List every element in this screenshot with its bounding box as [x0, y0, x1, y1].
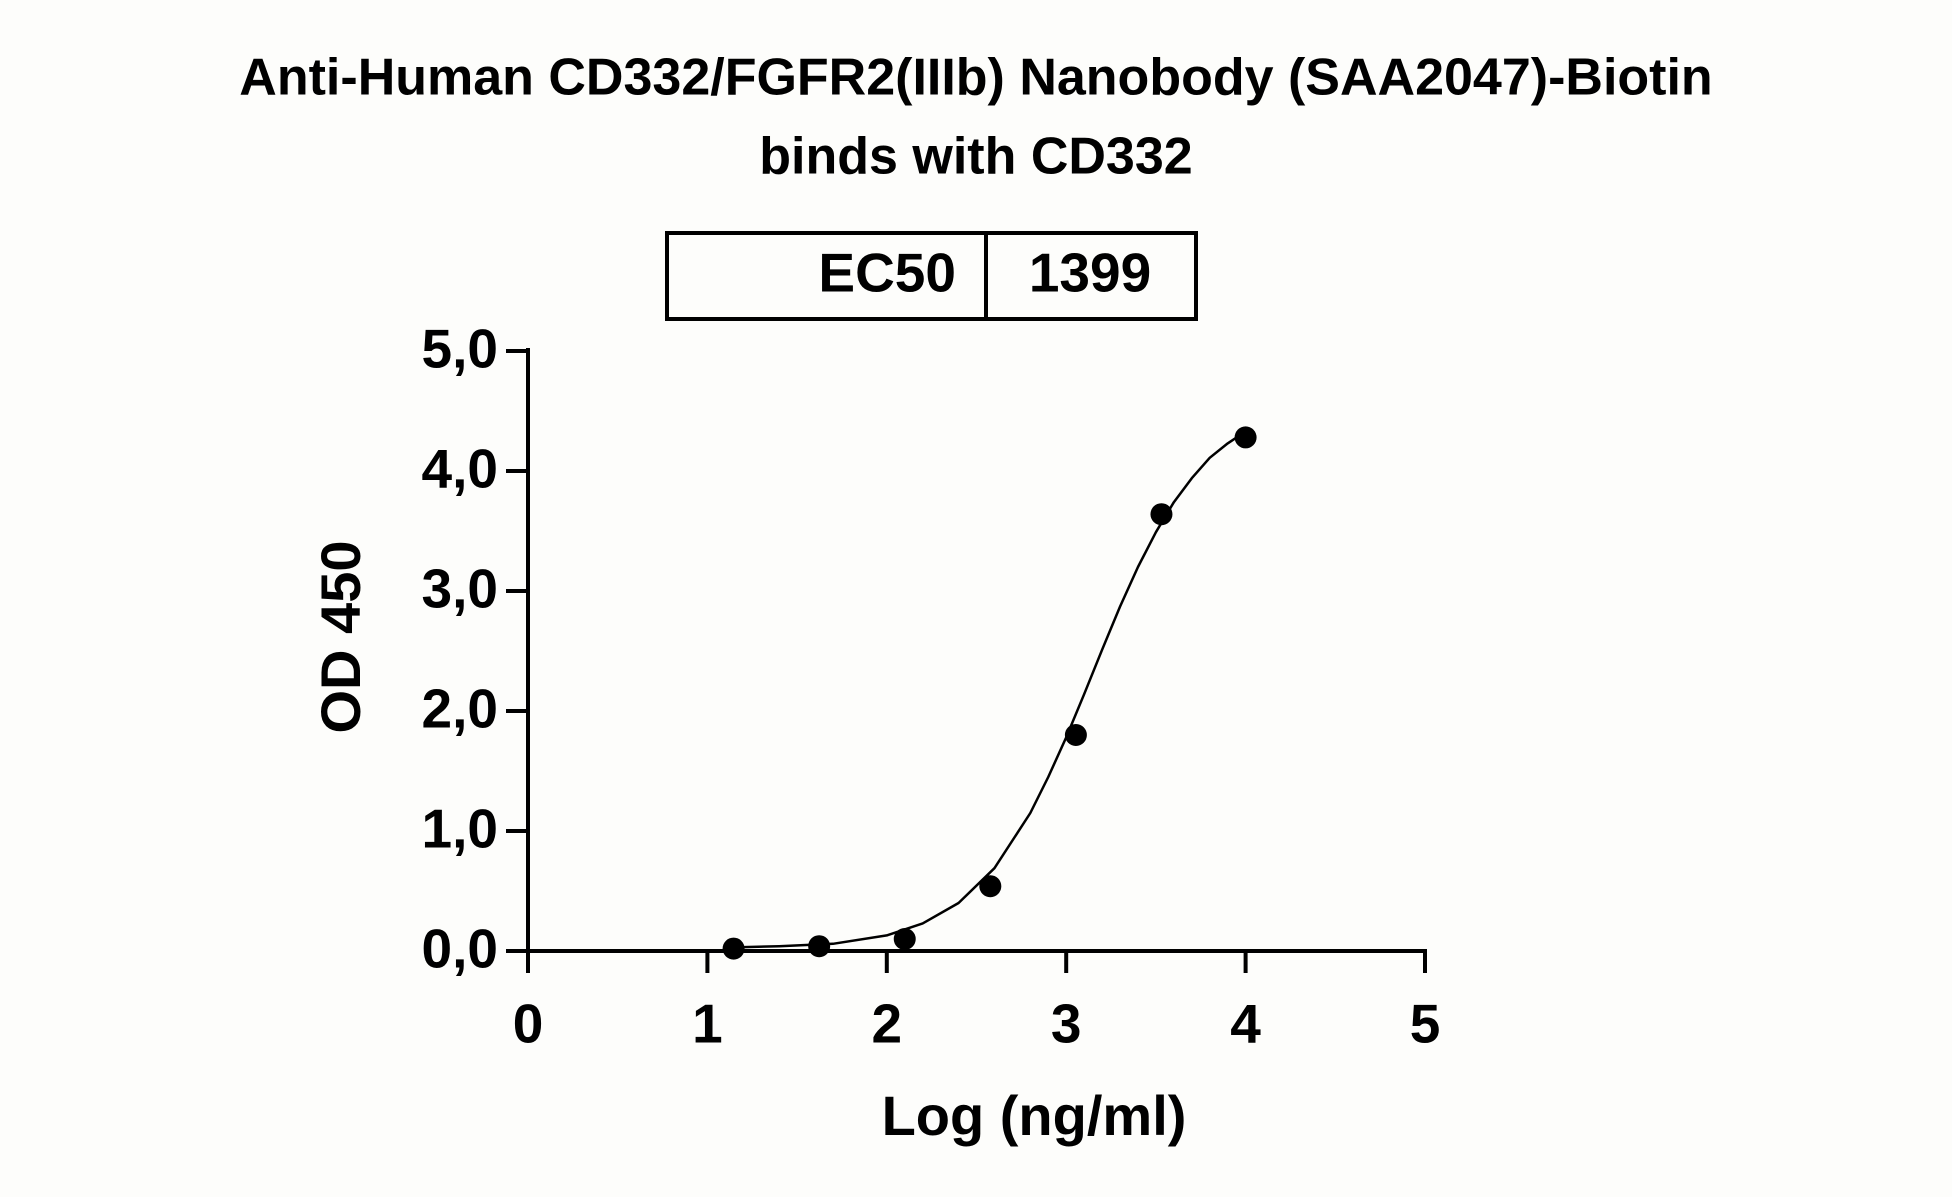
ec50-value: 1399	[1029, 242, 1151, 304]
y-tick-label: 1,0	[422, 798, 498, 860]
x-axis-label: Log (ng/ml)	[882, 1084, 1187, 1147]
y-tick-label: 3,0	[422, 558, 498, 620]
x-tick-label: 5	[1410, 993, 1441, 1055]
data-point	[979, 875, 1002, 898]
y-axis-label: OD 450	[309, 541, 372, 734]
x-tick-label: 0	[513, 993, 544, 1055]
x-tick-label: 3	[1051, 993, 1082, 1055]
data-point	[1234, 426, 1257, 449]
ec50-label: EC50	[818, 242, 956, 304]
chart-title: binds with CD332	[759, 128, 1192, 186]
y-tick-label: 2,0	[422, 678, 498, 740]
x-tick-label: 4	[1230, 993, 1261, 1055]
y-tick-label: 0,0	[422, 918, 498, 980]
x-tick-label: 1	[692, 993, 723, 1055]
fit-curve	[733, 430, 1247, 949]
ec50-box	[665, 231, 1198, 321]
data-point	[808, 935, 831, 958]
data-point	[1150, 503, 1173, 526]
data-point	[722, 937, 745, 960]
y-tick-label: 4,0	[422, 438, 498, 500]
x-tick-label: 2	[872, 993, 903, 1055]
data-point	[893, 928, 916, 950]
chart-title: Anti-Human CD332/FGFR2(IIIb) Nanobody (S…	[239, 49, 1712, 107]
y-tick-label: 5,0	[422, 318, 498, 380]
